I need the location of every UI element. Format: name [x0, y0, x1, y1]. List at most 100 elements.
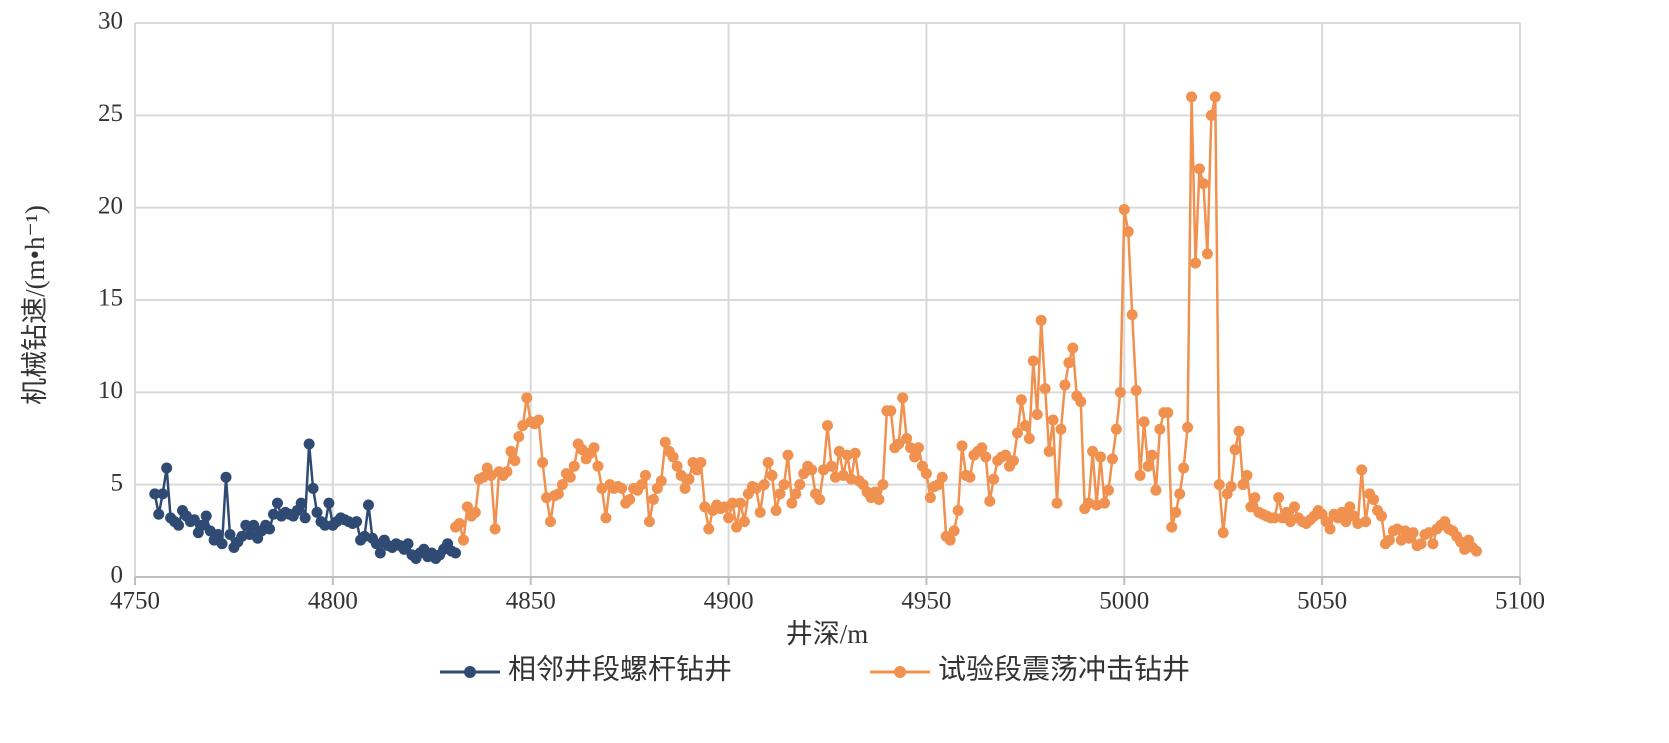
data-point [778, 479, 790, 491]
data-point [1340, 516, 1352, 528]
data-point [984, 495, 996, 507]
data-point [1245, 501, 1257, 513]
data-point [1209, 91, 1221, 103]
data-point [730, 521, 742, 533]
data-point [1138, 416, 1150, 428]
data-point [873, 493, 885, 505]
data-point [1031, 408, 1043, 420]
data-point [1407, 527, 1419, 539]
data-point [909, 451, 921, 463]
data-point [1075, 396, 1087, 408]
data-point [1190, 257, 1202, 269]
data-point [220, 471, 232, 483]
data-point [1368, 493, 1380, 505]
data-point [1110, 423, 1122, 435]
data-point [1118, 204, 1130, 216]
data-point [501, 466, 513, 478]
data-point [616, 482, 628, 494]
data-point [1213, 479, 1225, 491]
data-point [1067, 342, 1079, 354]
y-tick-label: 30 [98, 8, 123, 35]
data-point [1336, 506, 1348, 518]
data-point [976, 442, 988, 454]
y-tick-label: 0 [111, 562, 124, 589]
data-point [948, 525, 960, 537]
y-tick-label: 10 [98, 377, 123, 404]
data-point [1197, 178, 1209, 190]
data-point [1281, 506, 1293, 518]
data-point [1233, 425, 1245, 437]
data-point [1193, 163, 1205, 175]
data-point [469, 506, 481, 518]
data-point [723, 512, 735, 524]
data-point [683, 473, 695, 485]
data-point [885, 405, 897, 417]
data-point [897, 392, 909, 404]
data-point [216, 538, 228, 550]
data-point [754, 506, 766, 518]
data-point [1134, 469, 1146, 481]
data-point [639, 469, 651, 481]
data-point [196, 519, 208, 531]
legend-label: 试验段震荡冲击钻井 [938, 653, 1190, 685]
data-point [248, 519, 260, 531]
data-point [913, 442, 925, 454]
data-point [212, 529, 224, 541]
data-point [1047, 414, 1059, 426]
data-point [636, 479, 648, 491]
data-point [240, 519, 252, 531]
data-point [770, 505, 782, 517]
data-point [1122, 226, 1134, 238]
data-point [1027, 355, 1039, 367]
data-point [671, 460, 683, 472]
data-point [307, 482, 319, 494]
data-point [1043, 445, 1055, 457]
x-tick-label: 4950 [901, 588, 951, 615]
data-point [1000, 449, 1012, 461]
data-point [980, 451, 992, 463]
data-point [1146, 449, 1158, 461]
data-point [319, 519, 331, 531]
data-point [521, 392, 533, 404]
data-point [1142, 460, 1154, 472]
data-point [1039, 383, 1051, 395]
data-point [161, 462, 173, 474]
data-point [794, 479, 806, 491]
data-point [905, 442, 917, 454]
data-point [734, 497, 746, 509]
data-point [537, 457, 549, 469]
data-point [1383, 534, 1395, 546]
data-point [1019, 420, 1031, 432]
data-point [1106, 453, 1118, 465]
data-point [1154, 423, 1166, 435]
data-point [825, 460, 837, 472]
data-point [188, 514, 200, 526]
data-point [153, 508, 165, 520]
data-point [295, 497, 307, 509]
data-point [271, 497, 283, 509]
data-point [1273, 492, 1285, 504]
data-point [311, 506, 323, 518]
data-point [624, 493, 636, 505]
data-point [1415, 538, 1427, 550]
data-point [1186, 91, 1198, 103]
data-point [564, 471, 576, 483]
legend-marker [464, 666, 476, 678]
data-point [592, 460, 604, 472]
data-point [814, 493, 826, 505]
data-point [774, 488, 786, 500]
data-point [1087, 445, 1099, 457]
data-point [1023, 433, 1035, 444]
data-point [790, 488, 802, 500]
data-point [1015, 394, 1027, 406]
data-point [1269, 512, 1281, 524]
data-point [533, 414, 545, 426]
x-tick-label: 5050 [1297, 588, 1347, 615]
data-point [461, 501, 473, 513]
data-point [822, 420, 833, 432]
y-axis-title: 机械钻速/(m•h⁻¹) [20, 205, 50, 405]
x-axis-title: 井深/m [786, 619, 869, 649]
data-point [1182, 421, 1194, 433]
data-point [703, 523, 715, 535]
data-point [1344, 501, 1356, 513]
